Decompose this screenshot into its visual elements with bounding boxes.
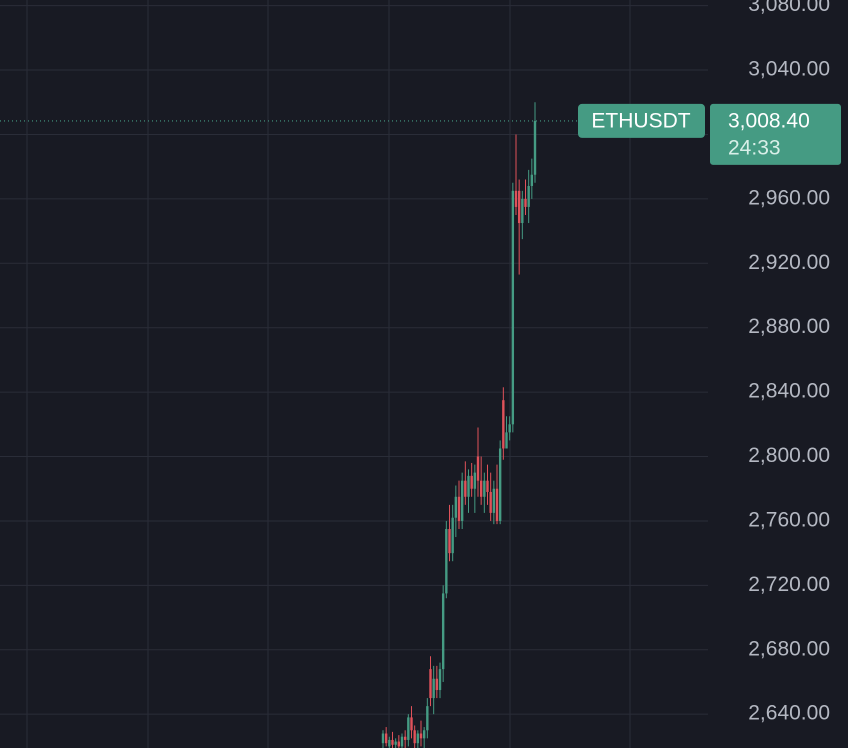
candle-body bbox=[454, 496, 458, 518]
candle-body bbox=[479, 480, 483, 497]
y-tick-label: 2,800.00 bbox=[748, 444, 830, 467]
candle-body bbox=[419, 733, 423, 739]
candle-body bbox=[476, 456, 480, 481]
y-tick-label: 2,640.00 bbox=[748, 702, 830, 725]
candle-body bbox=[505, 432, 508, 449]
candle-body bbox=[435, 678, 439, 691]
symbol-tag bbox=[578, 103, 705, 138]
candle-body bbox=[407, 717, 410, 740]
candle-body bbox=[514, 190, 518, 207]
candle-body bbox=[495, 488, 499, 521]
y-tick-label: 2,880.00 bbox=[748, 315, 830, 338]
candle-body bbox=[498, 448, 502, 521]
candle-body bbox=[384, 733, 388, 744]
candle-body bbox=[489, 491, 492, 513]
candle-body bbox=[432, 678, 435, 699]
candle-body bbox=[502, 400, 505, 449]
price-box bbox=[710, 103, 841, 165]
candle-body bbox=[467, 475, 470, 497]
grid bbox=[26, 0, 631, 748]
y-tick-label: 2,920.00 bbox=[748, 251, 830, 274]
candle-body bbox=[426, 706, 429, 731]
y-tick-label: 3,080.00 bbox=[748, 0, 830, 16]
candle-body bbox=[429, 669, 432, 699]
candle-body bbox=[448, 528, 451, 554]
candle-body bbox=[413, 730, 416, 744]
candle-body bbox=[473, 472, 477, 489]
candle-body bbox=[527, 185, 530, 207]
y-tick-label: 2,720.00 bbox=[748, 573, 830, 596]
candle-body bbox=[445, 528, 448, 594]
candle-body bbox=[524, 198, 527, 207]
candle-body bbox=[483, 480, 486, 497]
candle-body bbox=[517, 190, 521, 224]
candle-body bbox=[403, 736, 407, 740]
candle-body bbox=[381, 733, 385, 744]
y-tick-label: 2,760.00 bbox=[748, 508, 830, 531]
candle-body bbox=[438, 669, 442, 691]
candle-body bbox=[530, 174, 534, 186]
candle-body bbox=[422, 730, 426, 739]
last-price-label: 3,008.40 bbox=[728, 109, 810, 132]
candle-body bbox=[470, 475, 473, 489]
symbol-label: ETHUSDT bbox=[591, 109, 690, 132]
y-tick-label: 2,960.00 bbox=[748, 186, 830, 209]
candle-body bbox=[451, 517, 454, 554]
candle-body bbox=[388, 739, 391, 747]
candle-body bbox=[394, 741, 397, 745]
candle-body bbox=[410, 717, 413, 731]
candle-body bbox=[457, 496, 461, 521]
candle-body bbox=[533, 120, 537, 175]
candle-body bbox=[441, 593, 445, 670]
y-tick-label: 2,680.00 bbox=[748, 637, 830, 660]
y-tick-label: 3,040.00 bbox=[748, 58, 830, 81]
candle-body bbox=[511, 190, 515, 425]
candle-body bbox=[391, 739, 394, 745]
y-tick-label: 2,840.00 bbox=[748, 380, 830, 403]
candle-body bbox=[400, 736, 404, 747]
candle-body bbox=[508, 424, 511, 433]
candle-body bbox=[464, 480, 467, 497]
candle-body bbox=[397, 741, 401, 747]
candle-body bbox=[416, 733, 420, 744]
candle-body bbox=[521, 198, 524, 224]
candle-body bbox=[460, 480, 464, 521]
candle-body bbox=[486, 480, 489, 492]
countdown-label: 24:33 bbox=[728, 136, 781, 159]
candle-body bbox=[492, 488, 496, 513]
